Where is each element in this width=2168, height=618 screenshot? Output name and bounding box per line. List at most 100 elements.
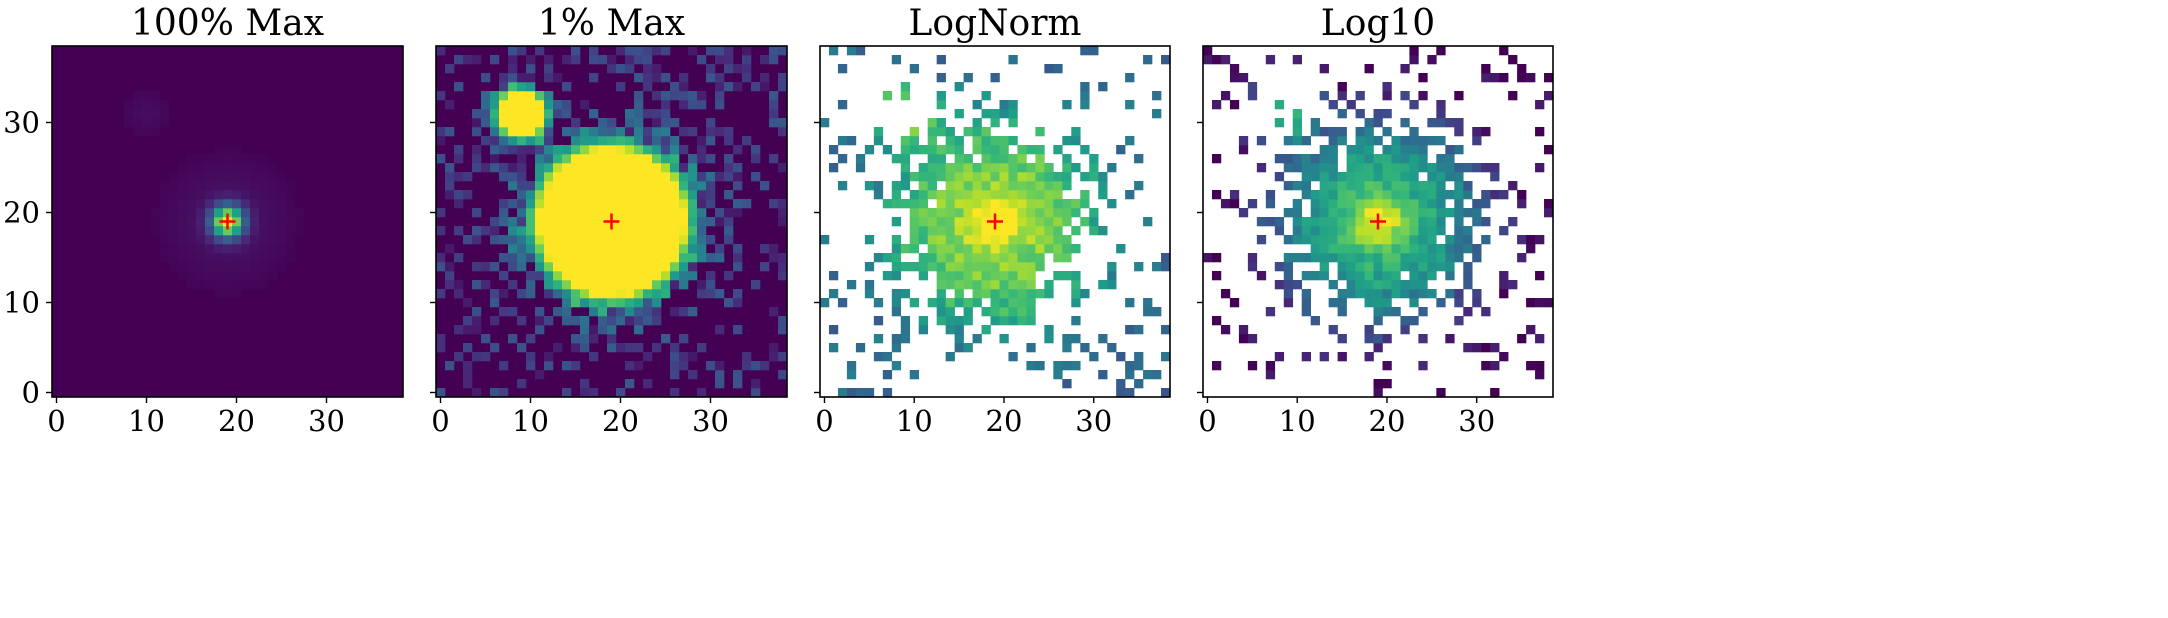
heatmap-cell (214, 280, 224, 290)
heatmap-cell (553, 253, 563, 263)
heatmap-cell (1418, 91, 1428, 101)
heatmap-cell (733, 163, 743, 173)
heatmap-cell (580, 289, 590, 299)
heatmap-cell (1544, 73, 1554, 83)
heatmap-cell (607, 235, 617, 245)
heatmap-cell (1517, 235, 1527, 245)
heatmap-cell (778, 262, 788, 272)
heatmap-cell (1044, 289, 1054, 299)
heatmap-cell (508, 55, 518, 65)
heatmap-cell (562, 208, 572, 218)
heatmap-cell (544, 280, 554, 290)
heatmap-cell (196, 244, 206, 254)
heatmap-cell (918, 190, 928, 200)
heatmap-cell (724, 136, 734, 146)
heatmap-cell (499, 100, 509, 110)
heatmap-cell (1355, 181, 1365, 191)
heatmap-cell (688, 91, 698, 101)
heatmap-cell (196, 172, 206, 182)
heatmap-cell (999, 208, 1009, 218)
heatmap-cell (1143, 298, 1153, 308)
heatmap-cell (679, 361, 689, 371)
heatmap-cell (990, 208, 1000, 218)
heatmap-cell (535, 163, 545, 173)
heatmap-cell (499, 82, 509, 92)
heatmap-cell (990, 262, 1000, 272)
heatmap-cell (481, 262, 491, 272)
heatmap-cell (1008, 280, 1018, 290)
heatmap-cell (535, 208, 545, 218)
heatmap-cell (661, 217, 671, 227)
heatmap-cell (580, 325, 590, 335)
heatmap-cell (169, 181, 179, 191)
heatmap-cell (679, 217, 689, 227)
heatmap-cell (1517, 253, 1527, 263)
heatmap-cell (535, 226, 545, 236)
heatmap-cell (607, 199, 617, 209)
heatmap-cell (1463, 235, 1473, 245)
heatmap-cell (214, 172, 224, 182)
heatmap-cell (972, 280, 982, 290)
heatmap-cell (778, 352, 788, 362)
heatmap-cell (1310, 199, 1320, 209)
heatmap-cell (661, 280, 671, 290)
heatmap-cells (1203, 46, 1554, 398)
heatmap-cell (670, 244, 680, 254)
heatmap-cell (1292, 253, 1303, 263)
heatmap-cell (580, 298, 590, 308)
heatmap-cell (625, 208, 635, 218)
heatmap-cell (900, 82, 911, 92)
heatmap-cell (463, 325, 473, 335)
heatmap-cell (1517, 199, 1527, 209)
heatmap-cell (981, 127, 991, 137)
heatmap-cell (837, 181, 848, 191)
heatmap-cell (999, 190, 1009, 200)
heatmap-cell (1292, 217, 1303, 227)
heatmap-cell (214, 226, 224, 236)
heatmap-cell (1400, 118, 1410, 128)
heatmap-cell (963, 262, 973, 272)
heatmap-cell (454, 226, 464, 236)
heatmap-cell (999, 289, 1009, 299)
heatmap-cell (1364, 181, 1374, 191)
heatmap-cell (1238, 145, 1249, 155)
heatmap-cell (1346, 262, 1356, 272)
heatmap-cell (178, 253, 188, 263)
heatmap-cell (1026, 316, 1036, 326)
heatmap-cell (1143, 217, 1153, 227)
heatmap-cell (1481, 235, 1491, 245)
heatmap-cell (178, 235, 188, 245)
heatmap-cell (1062, 235, 1072, 245)
heatmap-cell (1310, 127, 1320, 137)
heatmap-cell (1436, 136, 1446, 146)
heatmap-cell (1382, 379, 1392, 389)
heatmap-cell (945, 208, 955, 218)
heatmap-cell (1292, 235, 1303, 245)
heatmap-cell (724, 127, 734, 137)
heatmap-cell (232, 172, 242, 182)
heatmap-cell (1008, 226, 1018, 236)
heatmap-cell (706, 280, 716, 290)
heatmap-cell (909, 190, 920, 200)
heatmap-cell (1116, 352, 1126, 362)
heatmap-cell (589, 199, 599, 209)
heatmap-cell (1391, 217, 1401, 227)
heatmap-cell (1310, 172, 1320, 182)
heatmap-cell (124, 118, 134, 128)
heatmap-cell (873, 316, 884, 326)
heatmap-cell (1445, 172, 1455, 182)
heatmap-cell (1346, 181, 1356, 191)
heatmap-cell (1017, 271, 1027, 281)
heatmap-cell (445, 190, 455, 200)
heatmap-cell (142, 118, 152, 128)
heatmap-cell (652, 73, 662, 83)
heatmap-cell (697, 181, 707, 191)
heatmap-cell (535, 217, 545, 227)
heatmap-cell (634, 181, 644, 191)
heatmap-cell (241, 199, 251, 209)
heatmap-cell (936, 244, 946, 254)
heatmap-cell (1535, 163, 1545, 173)
heatmap-cell (900, 136, 911, 146)
heatmap-cell (760, 55, 770, 65)
heatmap-cell (1337, 208, 1347, 218)
